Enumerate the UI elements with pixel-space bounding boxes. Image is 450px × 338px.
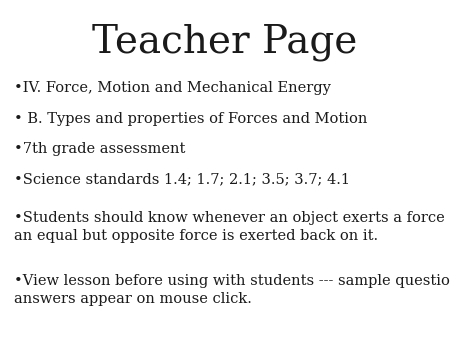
Text: Teacher Page: Teacher Page [92, 24, 358, 61]
Text: •View lesson before using with students --- sample questions and
answers appear : •View lesson before using with students … [14, 274, 450, 306]
Text: •Students should know whenever an object exerts a force on another,
an equal but: •Students should know whenever an object… [14, 211, 450, 243]
Text: •Science standards 1.4; 1.7; 2.1; 3.5; 3.7; 4.1: •Science standards 1.4; 1.7; 2.1; 3.5; 3… [14, 172, 350, 186]
Text: •7th grade assessment: •7th grade assessment [14, 142, 185, 156]
Text: • B. Types and properties of Forces and Motion: • B. Types and properties of Forces and … [14, 112, 367, 125]
Text: •IV. Force, Motion and Mechanical Energy: •IV. Force, Motion and Mechanical Energy [14, 81, 330, 95]
